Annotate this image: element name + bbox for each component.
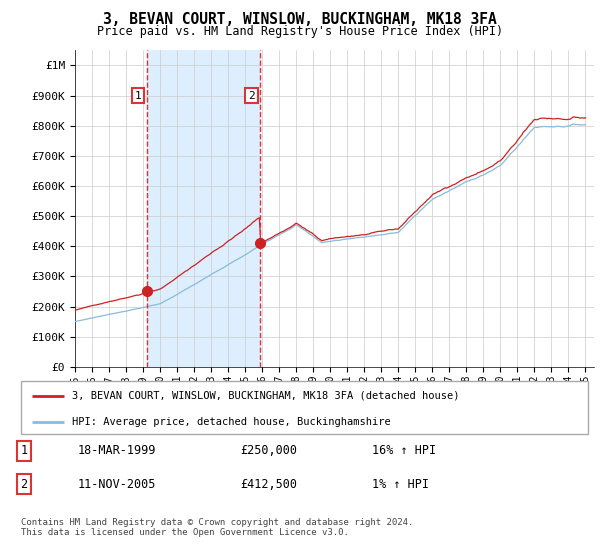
Bar bbox=[146, 50, 260, 367]
Text: 2: 2 bbox=[20, 478, 28, 491]
Text: Price paid vs. HM Land Registry's House Price Index (HPI): Price paid vs. HM Land Registry's House … bbox=[97, 25, 503, 38]
Text: 1% ↑ HPI: 1% ↑ HPI bbox=[372, 478, 429, 491]
Text: 2: 2 bbox=[248, 91, 255, 101]
Text: £250,000: £250,000 bbox=[240, 444, 297, 458]
Text: 16% ↑ HPI: 16% ↑ HPI bbox=[372, 444, 436, 458]
Text: 11-NOV-2005: 11-NOV-2005 bbox=[78, 478, 157, 491]
Text: 18-MAR-1999: 18-MAR-1999 bbox=[78, 444, 157, 458]
Text: £412,500: £412,500 bbox=[240, 478, 297, 491]
Text: 1: 1 bbox=[135, 91, 142, 101]
FancyBboxPatch shape bbox=[21, 381, 588, 434]
Text: HPI: Average price, detached house, Buckinghamshire: HPI: Average price, detached house, Buck… bbox=[72, 417, 391, 427]
Text: 1: 1 bbox=[20, 444, 28, 458]
Text: 3, BEVAN COURT, WINSLOW, BUCKINGHAM, MK18 3FA: 3, BEVAN COURT, WINSLOW, BUCKINGHAM, MK1… bbox=[103, 12, 497, 27]
Text: 3, BEVAN COURT, WINSLOW, BUCKINGHAM, MK18 3FA (detached house): 3, BEVAN COURT, WINSLOW, BUCKINGHAM, MK1… bbox=[72, 391, 460, 401]
Text: Contains HM Land Registry data © Crown copyright and database right 2024.
This d: Contains HM Land Registry data © Crown c… bbox=[21, 518, 413, 538]
